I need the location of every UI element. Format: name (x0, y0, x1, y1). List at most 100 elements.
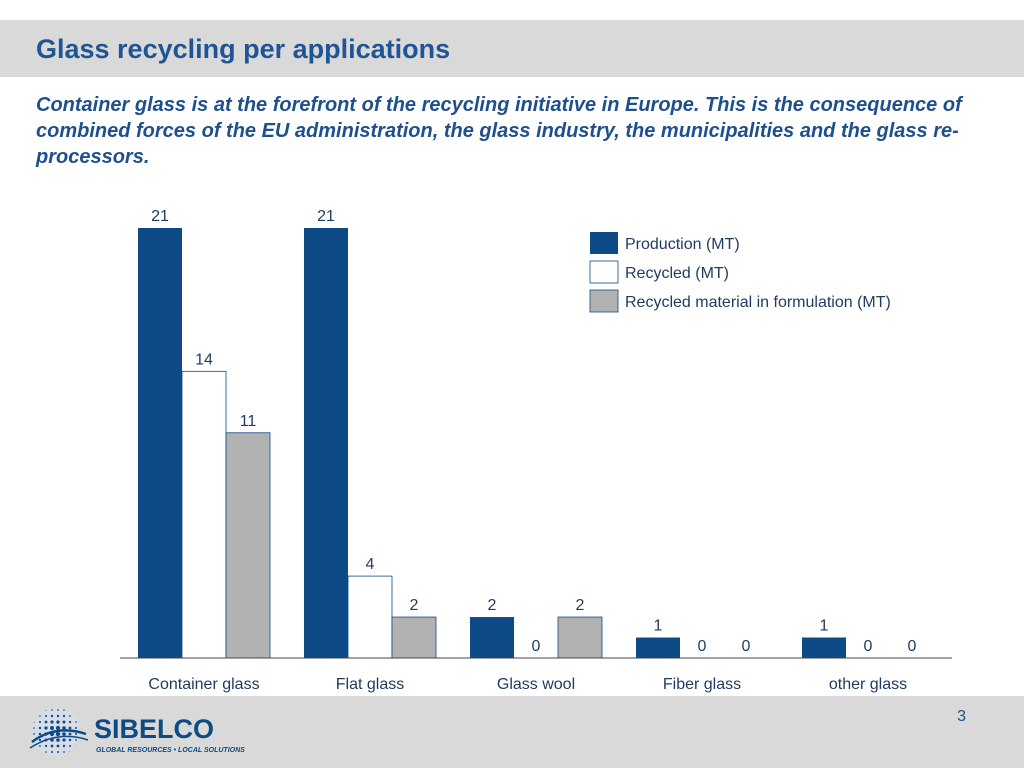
value-label-glass-wool-series-1: 2 (488, 597, 497, 614)
globe-dot (63, 757, 65, 759)
globe-dot (45, 715, 47, 717)
globe-dot (45, 757, 47, 759)
globe-dot (51, 751, 53, 753)
legend-label-1: Production (MT) (625, 236, 740, 253)
globe-dot (57, 709, 59, 711)
globe-dot (45, 745, 47, 747)
globe-dot (69, 709, 71, 711)
globe-dot (63, 715, 65, 717)
globe-dot (62, 738, 65, 741)
value-label-fiber-glass-series-2: 0 (698, 638, 707, 655)
globe-dot (56, 738, 60, 742)
value-label-container-glass-series-1: 21 (151, 208, 169, 225)
bar-other-glass-series-1 (802, 638, 846, 658)
globe-dot (39, 745, 41, 747)
globe-dot (33, 751, 35, 753)
globe-dot (39, 733, 41, 735)
value-label-flat-glass-series-1: 21 (317, 208, 335, 225)
globe-icon (30, 708, 88, 759)
globe-dot (81, 715, 83, 717)
category-label-flat-glass: Flat glass (336, 676, 404, 693)
globe-dot (33, 721, 35, 723)
category-label-fiber-glass: Fiber glass (663, 676, 741, 693)
brand-tagline: GLOBAL RESOURCES • LOCAL SOLUTIONS (96, 747, 245, 754)
value-label-other-glass-series-2: 0 (864, 638, 873, 655)
globe-dot (62, 732, 66, 736)
globe-dot (33, 727, 35, 729)
globe-dot (75, 745, 77, 747)
globe-dot (81, 709, 83, 711)
value-label-fiber-glass-series-3: 0 (742, 638, 751, 655)
value-label-fiber-glass-series-1: 1 (654, 618, 663, 635)
globe-dot (75, 715, 77, 717)
bars-group (138, 228, 846, 658)
legend-swatch-3 (590, 290, 618, 312)
globe-dot (81, 739, 83, 741)
legend-swatch-2 (590, 261, 618, 283)
globe-dot (81, 757, 83, 759)
globe-dot (39, 739, 41, 741)
globe-dot (45, 721, 48, 724)
value-label-other-glass-series-1: 1 (820, 618, 829, 635)
globe-dot (63, 709, 65, 711)
globe-dot (39, 727, 41, 729)
category-labels-group: Container glass Flat glass Glass wool Fiber… (148, 676, 907, 693)
globe-dot (51, 757, 53, 759)
value-label-other-glass-series-3: 0 (908, 638, 917, 655)
globe-dot (63, 745, 65, 747)
globe-dot (39, 757, 41, 759)
globe-dot (69, 739, 71, 741)
bar-container-glass-series-2 (182, 371, 226, 658)
category-label-glass-wool: Glass wool (497, 676, 575, 693)
category-label-other-glass: other glass (829, 676, 907, 693)
bar-glass-wool-series-3 (558, 617, 602, 658)
globe-dot (81, 721, 83, 723)
bar-glass-wool-series-1 (470, 617, 514, 658)
globe-dot (33, 733, 35, 735)
globe-dot (69, 715, 71, 717)
globe-dot (75, 709, 77, 711)
bar-container-glass-series-3 (226, 433, 270, 658)
globe-dot (75, 733, 77, 735)
globe-dot (39, 751, 41, 753)
bar-fiber-glass-series-1 (636, 638, 680, 658)
globe-dot (50, 726, 54, 730)
globe-dot (39, 721, 41, 723)
globe-dot (69, 721, 71, 723)
legend-label-2: Recycled (MT) (625, 265, 729, 282)
globe-dot (81, 727, 83, 729)
value-label-container-glass-series-3: 11 (240, 413, 257, 430)
brand-name: SIBELCO (94, 714, 214, 744)
globe-dot (57, 715, 59, 717)
globe-dot (75, 739, 77, 741)
globe-dot (57, 745, 60, 748)
globe-dot (51, 745, 54, 748)
globe-dot (63, 751, 65, 753)
globe-dot (45, 709, 47, 711)
value-label-flat-glass-series-2: 4 (366, 556, 375, 573)
globe-dot (57, 757, 59, 759)
value-label-flat-glass-series-3: 2 (410, 597, 419, 614)
page-number: 3 (957, 708, 966, 726)
globe-dot (51, 715, 53, 717)
globe-dot (33, 757, 35, 759)
category-label-container-glass: Container glass (148, 676, 259, 693)
globe-dot (39, 715, 41, 717)
globe-dot (69, 745, 71, 747)
globe-dot (50, 720, 53, 723)
globe-dot (51, 709, 53, 711)
globe-dot (75, 727, 77, 729)
bar-container-glass-series-1 (138, 228, 182, 658)
globe-dot (33, 709, 35, 711)
globe-dot (57, 751, 59, 753)
globe-dot (33, 715, 35, 717)
value-label-container-glass-series-2: 14 (195, 351, 213, 368)
globe-dot (69, 751, 71, 753)
globe-dot (75, 721, 77, 723)
globe-dot (56, 732, 60, 736)
globe-dot (81, 751, 83, 753)
globe-dot (75, 751, 77, 753)
globe-dot (69, 757, 71, 759)
globe-dot (69, 727, 72, 730)
